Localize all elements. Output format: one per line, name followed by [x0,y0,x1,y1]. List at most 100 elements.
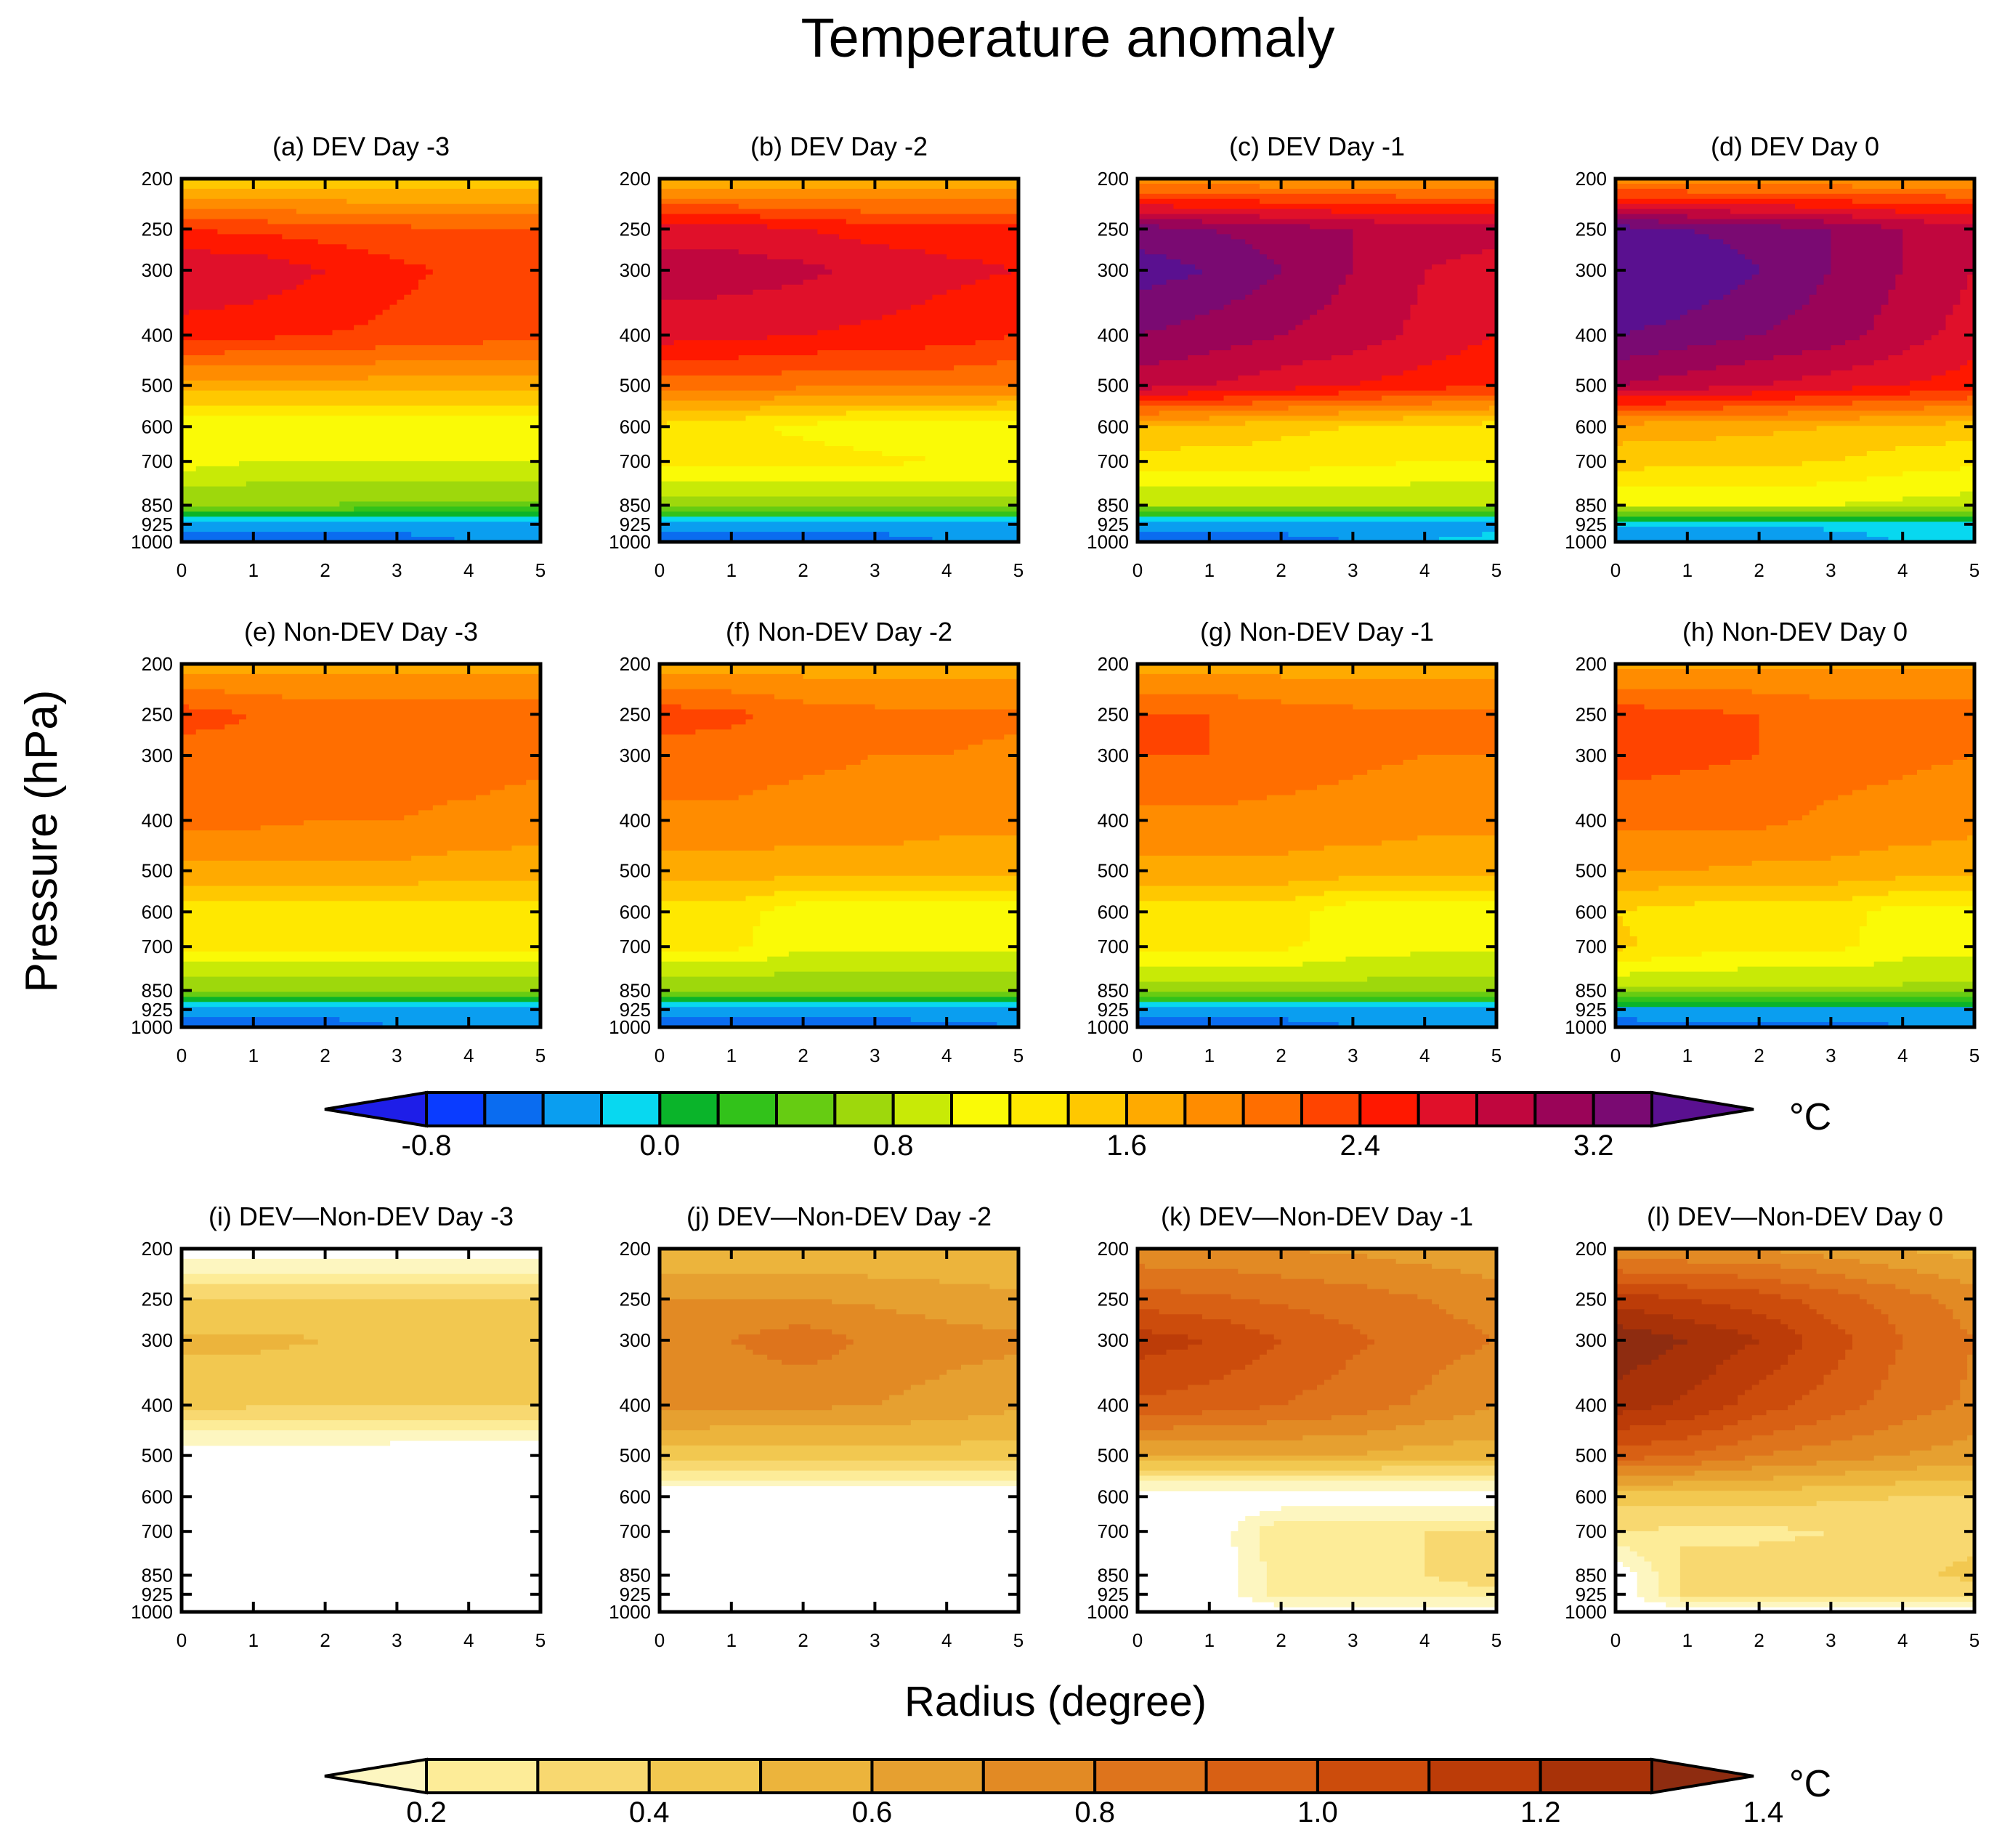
contour-cell [1967,1374,1975,1381]
contour-cell [1438,1304,1497,1310]
contour-cell [1845,946,1975,952]
panel-frame [1613,1247,1977,1614]
contour-cell [660,365,955,371]
contour-cell [1616,522,1975,527]
contour-cell [1616,921,1624,927]
contour-cell [1138,1445,1404,1451]
contour-cell [490,790,541,796]
contour-cell [1138,486,1497,493]
y-tick-label: 600 [1576,901,1607,923]
contour-cell [1138,249,1146,255]
contour-cell [1895,279,1968,285]
contour-cell [1737,249,1831,255]
contour-cell [182,229,218,235]
contour-cell [1138,951,1411,957]
contour-cell [817,274,991,280]
y-tick-label: 600 [1098,416,1129,437]
contour-cell [282,289,412,296]
contour-cell [1302,1390,1418,1395]
contour-cell [660,750,955,755]
contour-cell [1616,527,1825,532]
contour-cell [182,330,333,336]
contour-cell [1324,1278,1497,1285]
contour-cell [182,340,484,346]
contour-cell [1616,1525,1659,1532]
contour-cell [1888,537,1975,543]
contour-cell [1616,830,1975,836]
contour-cell [1644,1455,1746,1462]
contour-cell [1138,764,1382,771]
contour-cell [1960,1395,1975,1401]
contour-cell [1138,224,1160,230]
contour-cell [182,224,412,230]
contour-cell [1138,441,1253,447]
contour-cell [182,1007,541,1013]
x-tick-label: 2 [798,1629,808,1651]
contour-cell [182,997,541,1002]
colorbar-swatch [1533,1091,1595,1127]
contour-cell [1004,1354,1019,1361]
contour-cell [1873,961,1975,968]
contour-cell [182,976,541,983]
contour-cell [1780,1249,1918,1255]
contour-cell [1616,179,1975,185]
contour-cell [1425,274,1497,280]
contour-cell [1616,279,1746,285]
contour-cell [753,289,947,296]
y-tick-label: 400 [142,809,173,831]
contour-cell [1687,309,1796,316]
y-tick-label: 400 [1576,809,1607,831]
contour-cell [824,441,1019,447]
contour-cell [1694,1385,1753,1391]
contour-cell [1823,1531,1975,1537]
contour-cell [1616,694,1810,700]
contour-cell [1195,315,1310,321]
contour-cell [1138,1324,1246,1330]
contour-cell [182,214,541,220]
contour-cell [660,961,1019,968]
y-tick-label: 700 [142,936,173,957]
y-tick-label: 600 [142,416,173,437]
y-tick-label: 850 [142,980,173,1002]
contour-cell [660,921,761,927]
contour-cell [660,745,969,750]
contour-cell [745,896,1019,901]
contour-cell [1788,820,1975,826]
x-tick-label: 4 [1897,1629,1908,1651]
x-tick-label: 0 [177,1629,187,1651]
panel-title: (h) Non-DEV Day 0 [1682,617,1908,647]
contour-cell [1651,774,1903,781]
contour-cell [1687,188,1975,195]
x-tick-label: 2 [798,559,808,581]
contour-cell [1138,840,1382,846]
contour-cell [1616,1309,1645,1315]
contour-cell [1616,855,1831,862]
contour-cell [1788,1525,1975,1532]
contour-cell [1138,830,1497,836]
contour-cell [660,471,1019,477]
contour-cell [1138,527,1497,532]
contour-cell [1138,532,1289,538]
contour-cell [1138,461,1397,467]
contour-cell [1166,279,1268,285]
contour-cell [182,835,541,841]
contour-cell [182,511,541,517]
contour-cell [1759,724,1975,730]
contour-cell [1138,825,1497,831]
contour-cell [1138,1263,1146,1270]
contour-cell [1138,1002,1497,1008]
contour-cell [660,1369,947,1376]
contour-cell [1345,1359,1454,1366]
contour-cell [325,270,434,275]
contour-cell [1188,1344,1275,1350]
contour-cell [1637,1576,1659,1582]
y-tick-label: 925 [1576,514,1607,535]
y-tick-label: 850 [620,1565,651,1586]
contour-cell [660,481,1019,487]
contour-cell [224,350,541,356]
colorbar-swatch [759,1758,874,1794]
contour-cell [182,299,254,306]
contour-cell [660,1253,1019,1260]
contour-cell [1809,1304,1875,1310]
contour-cell [1245,239,1353,245]
